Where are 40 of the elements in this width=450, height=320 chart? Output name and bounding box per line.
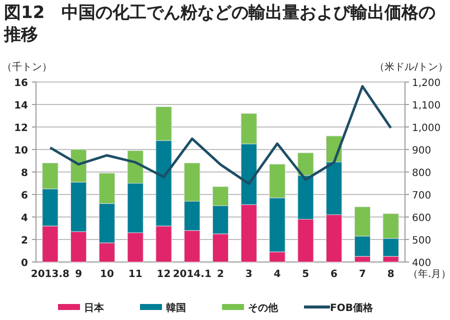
- x-tick-label: 10: [100, 269, 114, 280]
- x-tick-label: 6: [330, 269, 338, 280]
- y2-tick-label: 1,200: [412, 78, 441, 89]
- y-tick-label: 12: [14, 123, 28, 134]
- chart-title: 図12 中国の化工でん粉などの輸出量および輸出価格の推移: [4, 2, 437, 46]
- y-tick-label: 4: [21, 213, 28, 224]
- x-tick-label: 8: [387, 269, 394, 280]
- line-series: [48, 85, 392, 185]
- x-tick-label: 2013.8: [30, 269, 70, 280]
- y-tick-label: 2: [21, 236, 28, 246]
- x-tick-label: 12: [156, 269, 171, 280]
- legend-label: その他: [248, 302, 279, 314]
- x-tick-label: 2014.1: [172, 269, 212, 280]
- y2-tick-label: 400: [412, 258, 432, 269]
- y-axis-title: （千トン）: [2, 61, 52, 73]
- y2-tick-label: 1,000: [412, 123, 441, 134]
- y-tick-label: 14: [14, 100, 28, 112]
- x-tick-label: 4: [274, 269, 281, 280]
- x-tick-label: 3: [245, 269, 252, 280]
- y-tick-label: 16: [14, 78, 28, 89]
- legend-label: FOB価格: [330, 302, 374, 314]
- x-tick-label: 9: [75, 269, 82, 280]
- y2-tick-label: 900: [412, 146, 432, 156]
- y2-tick-label: 500: [412, 236, 432, 246]
- y2-tick-label: 1,100: [412, 100, 441, 112]
- x-tick-label: 7: [358, 269, 366, 280]
- x-tick-label: 5: [302, 269, 310, 280]
- y-tick-label: 10: [14, 146, 28, 156]
- y2-axis-title: （米ドル/トン）: [374, 61, 448, 73]
- legend-label: 韓国: [166, 302, 186, 314]
- x-axis-title: （年.月）: [408, 268, 450, 280]
- y2-tick-label: 600: [412, 213, 432, 224]
- x-tick-label: 2: [217, 269, 224, 280]
- y2-tick-label: 700: [412, 190, 432, 202]
- y-tick-label: 6: [21, 190, 28, 202]
- x-tick-label: 11: [128, 269, 142, 280]
- y-tick-label: 8: [21, 168, 28, 179]
- y-tick-label: 0: [21, 258, 28, 269]
- y2-tick-label: 800: [412, 168, 432, 179]
- legend-label: 日本: [84, 302, 105, 314]
